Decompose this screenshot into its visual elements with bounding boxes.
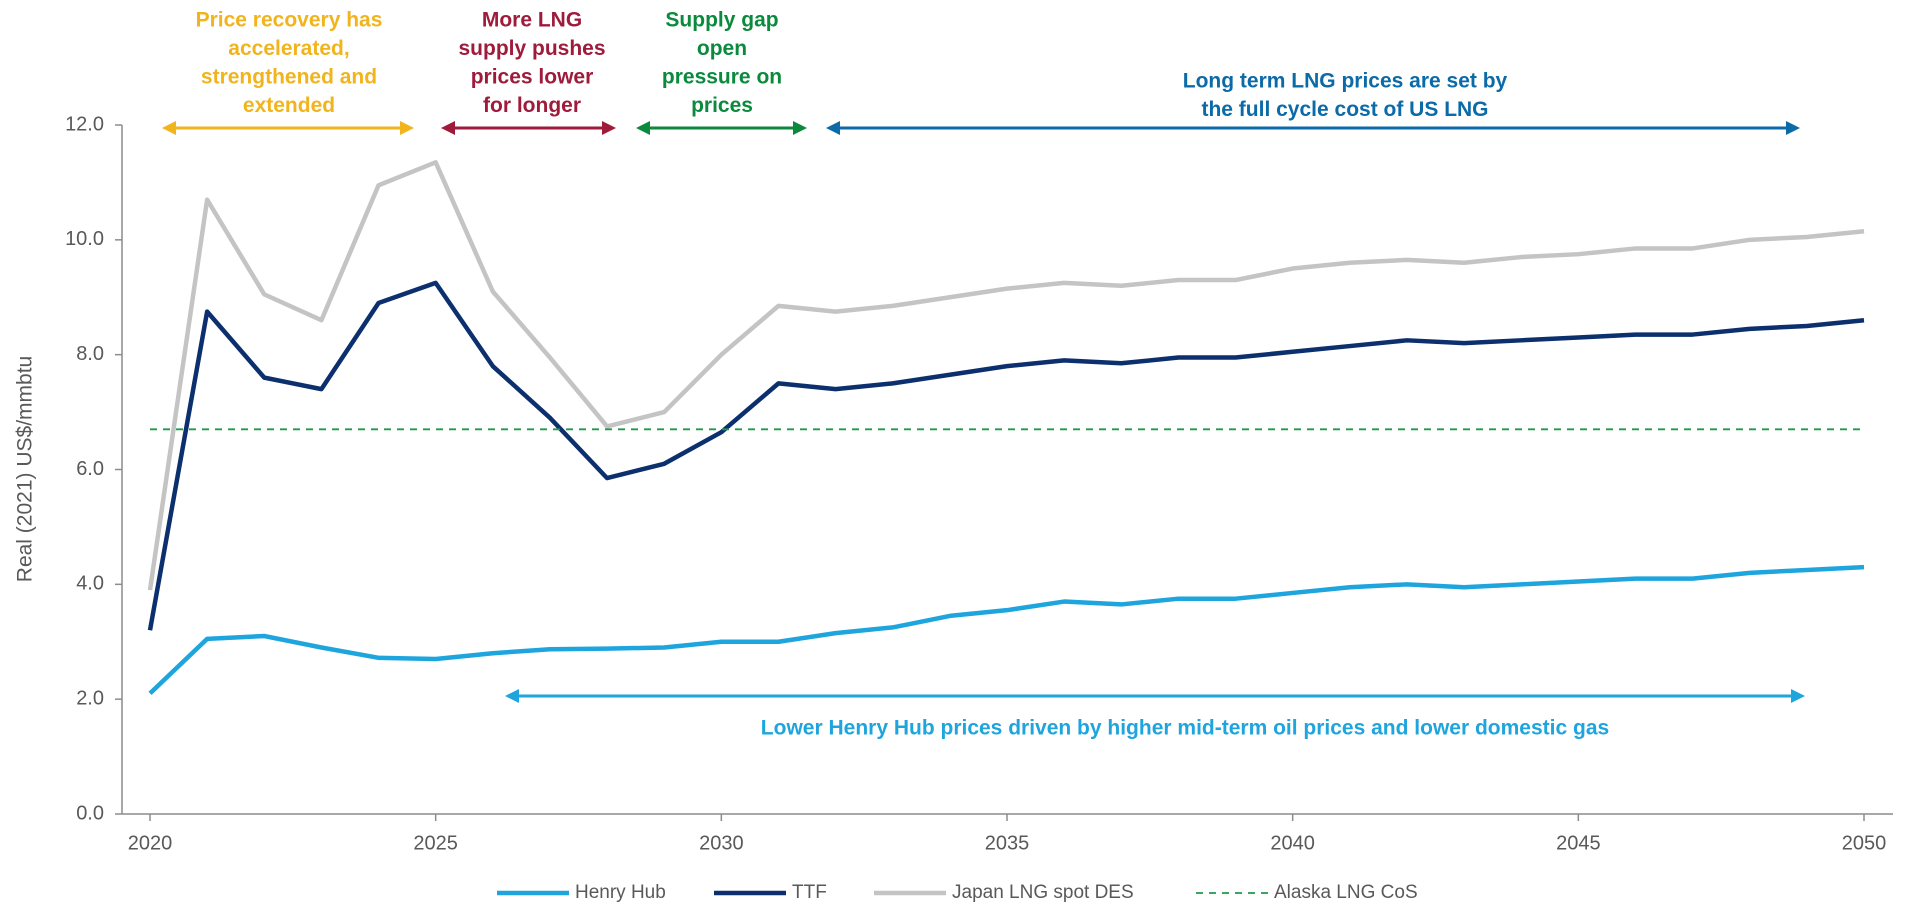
arrow-head bbox=[162, 121, 176, 135]
arrow-head bbox=[636, 121, 650, 135]
x-tick-label: 2040 bbox=[1270, 832, 1315, 854]
arrow-head bbox=[793, 121, 807, 135]
annotation-text: extended bbox=[243, 94, 335, 117]
arrow-head bbox=[1786, 121, 1800, 135]
annotation-text: prices bbox=[691, 94, 753, 117]
annotation-text: pressure on bbox=[662, 66, 782, 89]
annotation-text: for longer bbox=[483, 94, 581, 117]
y-tick-label: 0.0 bbox=[76, 802, 104, 824]
arrow-head bbox=[441, 121, 455, 135]
annotation-text: the full cycle cost of US LNG bbox=[1201, 98, 1488, 121]
annotation-text: Long term LNG prices are set by bbox=[1183, 70, 1508, 93]
x-tick-label: 2050 bbox=[1842, 832, 1887, 854]
arrow-head bbox=[1791, 689, 1805, 703]
series-line bbox=[148, 564, 1865, 696]
annotation-text: prices lower bbox=[471, 66, 594, 89]
annotation-text: Price recovery has bbox=[196, 9, 383, 32]
x-tick-label: 2020 bbox=[128, 832, 173, 854]
y-tick-label: 4.0 bbox=[76, 573, 104, 595]
annotation-text: Lower Henry Hub prices driven by higher … bbox=[761, 717, 1609, 740]
annotation-text: accelerated, bbox=[228, 37, 349, 60]
annotation-text: strengthened and bbox=[201, 66, 377, 89]
annotation-text: More LNG bbox=[482, 9, 582, 32]
y-tick-label: 6.0 bbox=[76, 458, 104, 480]
annotation-text: open bbox=[697, 37, 747, 60]
y-tick-label: 2.0 bbox=[76, 687, 104, 709]
legend-label: Japan LNG spot DES bbox=[952, 882, 1134, 903]
y-tick-label: 10.0 bbox=[65, 228, 104, 250]
x-tick-label: 2030 bbox=[699, 832, 744, 854]
y-axis-label: Real (2021) US$/mmbtu bbox=[14, 356, 37, 582]
legend-label: TTF bbox=[792, 882, 827, 903]
series-line bbox=[147, 280, 1865, 631]
annotation-text: Supply gap bbox=[665, 9, 778, 32]
y-tick-label: 12.0 bbox=[65, 113, 104, 135]
x-tick-label: 2035 bbox=[985, 832, 1030, 854]
series-line bbox=[147, 160, 1865, 591]
annotation-text: supply pushes bbox=[458, 37, 605, 60]
x-tick-label: 2025 bbox=[413, 832, 458, 854]
arrow-head bbox=[602, 121, 616, 135]
arrow-head bbox=[505, 689, 519, 703]
y-tick-label: 8.0 bbox=[76, 343, 104, 365]
arrow-head bbox=[400, 121, 414, 135]
legend-label: Henry Hub bbox=[575, 882, 666, 903]
arrow-head bbox=[826, 121, 840, 135]
legend-label: Alaska LNG CoS bbox=[1274, 882, 1418, 903]
x-tick-label: 2045 bbox=[1556, 832, 1601, 854]
